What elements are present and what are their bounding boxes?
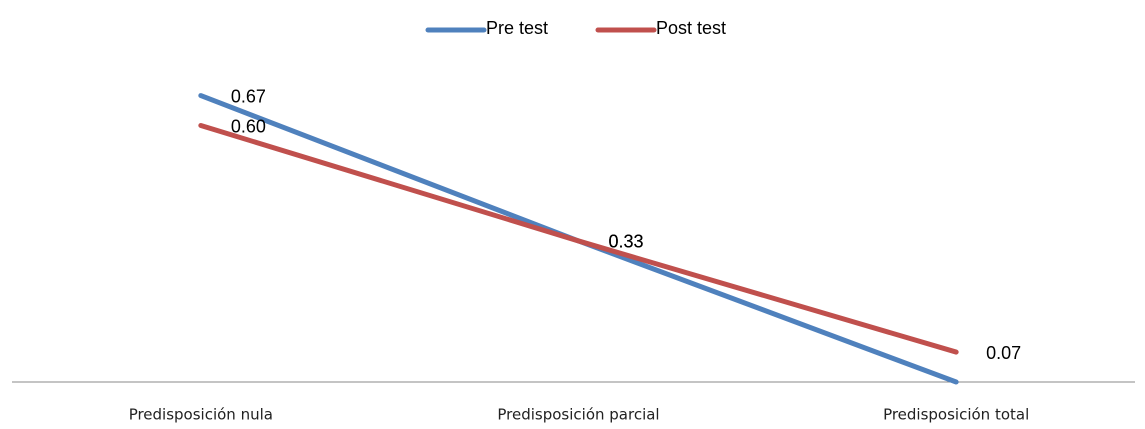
x-tick-label: Predisposición total	[883, 406, 1029, 424]
data-label: 0.33	[609, 232, 644, 252]
data-label: 0.60	[231, 116, 266, 136]
data-label: 0.67	[231, 86, 266, 106]
series-line	[198, 123, 959, 355]
legend-label: Pre test	[486, 18, 548, 38]
legend-label: Post test	[656, 18, 726, 38]
x-tick-label: Predisposición parcial	[497, 406, 659, 424]
data-label: 0.07	[986, 343, 1021, 363]
data-label: 0.33	[609, 232, 644, 252]
x-tick-label: Predisposición nula	[129, 406, 273, 424]
